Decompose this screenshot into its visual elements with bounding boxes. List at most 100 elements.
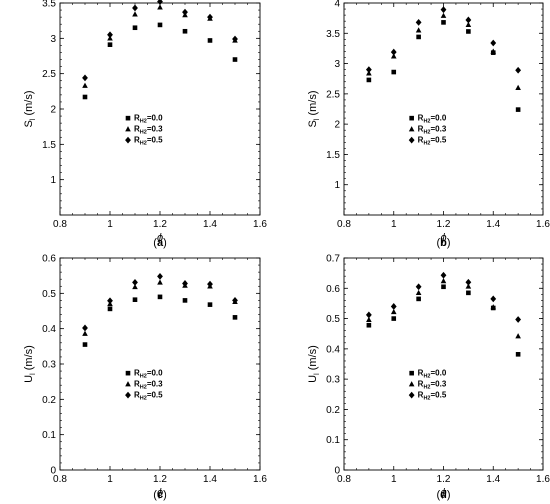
x-tick-label: 1.6 <box>253 474 267 485</box>
data-point-series-1 <box>232 57 238 62</box>
legend-label: RH2=0.0 <box>134 369 163 380</box>
y-tick-label: 0.2 <box>42 395 56 406</box>
legend-label: RH2=0.3 <box>134 125 163 136</box>
y-tick-label: 0.3 <box>42 360 56 371</box>
y-tick-label: 2.5 <box>42 69 56 80</box>
y-tick-label: 0.6 <box>326 284 340 295</box>
legend-marker <box>409 370 414 376</box>
y-tick-label: 3.5 <box>42 0 56 10</box>
legend-label: RH2=0.0 <box>418 369 447 380</box>
data-point-series-1 <box>366 322 372 328</box>
data-point-series-2 <box>415 289 422 296</box>
data-point-series-1 <box>441 20 446 25</box>
data-point-series-2 <box>132 283 138 290</box>
data-point-series-1 <box>182 28 188 34</box>
x-tick-label: 1.2 <box>153 219 167 230</box>
legend-label: RH2=0.3 <box>134 380 163 391</box>
x-tick-label: 1.4 <box>486 219 500 230</box>
y-tick-label: 0.4 <box>326 344 340 355</box>
plot-frame <box>343 257 544 471</box>
legend-marker <box>125 391 131 399</box>
y-tick-label: 0.3 <box>326 375 340 386</box>
legend-marker <box>408 391 415 399</box>
x-tick-label: 1.2 <box>153 474 167 485</box>
legend-marker <box>408 126 415 132</box>
data-point-series-3 <box>232 35 238 43</box>
legend-label: RH2=0.3 <box>418 380 447 391</box>
legend-label: RH2=0.3 <box>418 125 447 136</box>
y-tick-label: 0.4 <box>42 324 56 335</box>
legend-label: RH2=0.0 <box>134 114 163 125</box>
y-tick-label: 2 <box>334 120 340 131</box>
data-point-series-1 <box>466 290 471 296</box>
data-point-series-3 <box>365 66 372 74</box>
panel-caption: (a) <box>153 237 166 249</box>
data-point-series-1 <box>416 296 421 302</box>
data-point-series-1 <box>107 306 113 312</box>
y-axis-title: Ul (m/s) <box>307 345 321 383</box>
data-point-series-3 <box>390 48 397 56</box>
legend-marker <box>125 115 131 121</box>
y-axis-title: Sl (m/s) <box>23 90 37 127</box>
y-tick-label: 3.5 <box>326 29 340 40</box>
y-tick-label: 1.5 <box>326 150 340 161</box>
x-tick-label: 1.2 <box>437 474 451 485</box>
data-point-series-3 <box>415 283 422 291</box>
y-tick-label: 0.2 <box>326 405 340 416</box>
data-point-series-3 <box>232 297 238 304</box>
data-point-series-3 <box>415 18 422 26</box>
data-point-series-1 <box>157 294 163 300</box>
x-tick-label: 1 <box>107 219 113 230</box>
x-tick-label: 1.6 <box>536 474 550 485</box>
data-point-series-3 <box>82 324 88 332</box>
data-point-series-1 <box>82 342 88 347</box>
y-tick-label: 1 <box>334 180 340 191</box>
data-point-series-3 <box>490 295 497 303</box>
data-point-series-1 <box>207 302 213 307</box>
data-point-series-3 <box>107 31 113 39</box>
x-tick-label: 1.2 <box>437 219 451 230</box>
data-point-series-2 <box>157 279 163 285</box>
data-point-series-3 <box>207 280 213 288</box>
chart-panel-3: 0.8 1 1.2 1.4 1.6 0 0.1 0.2 0.3 0.4 0.5 0.6 ϕ Ul (m/s… <box>23 254 267 502</box>
x-tick-label: 1.4 <box>203 474 217 485</box>
data-point-series-3 <box>440 6 447 14</box>
legend-marker <box>409 115 414 121</box>
legend-marker <box>125 381 131 387</box>
x-tick-label: 0.8 <box>53 474 67 485</box>
data-point-series-2 <box>515 84 521 90</box>
y-axis-title: Ul (m/s) <box>23 345 37 383</box>
x-tick-label: 0.8 <box>53 219 67 230</box>
data-point-series-3 <box>132 4 138 12</box>
panel-caption: (c) <box>153 489 166 501</box>
y-axis-title: Sl (m/s) <box>307 90 321 127</box>
legend-label: RH2=0.5 <box>418 136 447 147</box>
x-tick-label: 1.6 <box>536 219 550 230</box>
data-point-series-1 <box>157 22 163 28</box>
legend-label: RH2=0.5 <box>134 391 163 402</box>
x-tick-label: 1 <box>391 219 397 230</box>
data-point-series-1 <box>391 69 397 75</box>
data-point-series-3 <box>465 16 472 24</box>
y-tick-label: 0 <box>50 466 56 477</box>
data-point-series-2 <box>440 12 447 18</box>
legend-label: RH2=0.0 <box>418 114 447 125</box>
legend-label: RH2=0.5 <box>418 391 447 402</box>
legend-marker <box>408 136 415 144</box>
y-tick-label: 0.1 <box>42 430 56 441</box>
data-point-series-3 <box>107 297 113 305</box>
x-tick-label: 1 <box>107 474 113 485</box>
data-point-series-3 <box>440 271 447 279</box>
data-point-series-1 <box>182 298 188 303</box>
data-point-series-3 <box>515 316 522 323</box>
x-tick-label: 0.8 <box>337 474 351 485</box>
data-point-series-2 <box>465 21 472 28</box>
y-tick-label: 0.7 <box>326 254 340 265</box>
data-point-series-2 <box>390 53 397 59</box>
data-point-series-1 <box>515 352 521 357</box>
data-point-series-2 <box>515 333 521 339</box>
legend-marker <box>408 381 415 387</box>
data-point-series-1 <box>207 38 213 43</box>
